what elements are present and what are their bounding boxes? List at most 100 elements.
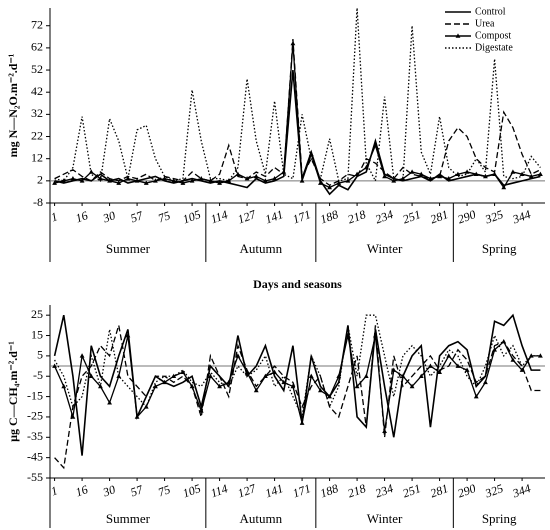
marker xyxy=(162,176,167,181)
marker xyxy=(492,347,497,352)
legend-label: Urea xyxy=(475,18,495,29)
legend-label: Control xyxy=(475,6,506,17)
x-tick-label: 16 xyxy=(74,208,90,225)
marker xyxy=(107,400,112,405)
y-tick-label: -45 xyxy=(27,449,43,463)
marker xyxy=(363,164,369,170)
marker xyxy=(61,178,67,183)
y-axis-title: µg C—CH₄.m⁻².d⁻¹ xyxy=(6,341,20,442)
marker xyxy=(437,369,442,374)
y-tick-label: 5 xyxy=(37,348,43,362)
marker xyxy=(363,373,369,379)
x-axis-title: Days and seasons xyxy=(253,277,342,291)
marker xyxy=(263,373,268,379)
x-tick-label: 127 xyxy=(236,481,259,501)
marker xyxy=(198,176,204,181)
marker xyxy=(290,383,296,389)
marker xyxy=(235,353,241,358)
marker xyxy=(382,173,387,179)
marker xyxy=(428,176,433,181)
marker xyxy=(437,173,442,179)
season-label: Summer xyxy=(106,511,151,526)
marker xyxy=(483,379,488,385)
x-tick-label: 325 xyxy=(482,481,505,501)
season-label: Autumn xyxy=(240,241,283,256)
marker xyxy=(143,180,149,185)
marker xyxy=(153,178,158,183)
marker xyxy=(373,142,378,148)
y-tick-label: 42 xyxy=(31,84,43,98)
marker xyxy=(336,373,342,379)
marker xyxy=(180,180,186,185)
y-tick-label: 62 xyxy=(31,40,43,54)
season-label: Summer xyxy=(106,241,151,256)
marker xyxy=(464,169,470,174)
y-tick-label: -55 xyxy=(27,470,43,484)
x-tick-label: 171 xyxy=(291,207,313,226)
marker xyxy=(318,387,323,393)
marker xyxy=(226,379,232,385)
x-tick-label: 188 xyxy=(318,207,340,226)
marker xyxy=(391,178,397,183)
x-tick-label: 290 xyxy=(456,207,478,226)
season-label: Autumn xyxy=(240,511,283,526)
marker xyxy=(519,367,525,372)
marker xyxy=(501,339,507,344)
marker xyxy=(464,367,470,372)
marker xyxy=(345,178,351,183)
x-tick-label: 290 xyxy=(456,481,478,500)
season-label: Spring xyxy=(482,241,517,256)
x-tick-label: 30 xyxy=(100,208,117,226)
legend-label: Compost xyxy=(475,30,511,41)
x-tick-label: 105 xyxy=(181,207,203,226)
x-tick-label: 114 xyxy=(209,207,230,226)
marker xyxy=(501,184,507,190)
marker xyxy=(116,180,122,185)
marker xyxy=(134,414,140,419)
marker xyxy=(281,379,287,385)
marker xyxy=(244,369,250,374)
marker xyxy=(538,171,543,176)
marker xyxy=(308,373,314,379)
y-tick-label: -8 xyxy=(33,195,43,209)
y-tick-label: 52 xyxy=(31,62,43,76)
marker xyxy=(61,383,67,389)
marker xyxy=(455,171,461,176)
marker xyxy=(483,173,488,179)
marker xyxy=(446,353,452,358)
series-line xyxy=(54,314,541,420)
y-tick-label: -25 xyxy=(27,409,43,423)
y-tick-label: 22 xyxy=(31,128,43,142)
y-tick-label: -35 xyxy=(27,429,43,443)
y-tick-label: 2 xyxy=(37,173,43,187)
season-label: Winter xyxy=(367,241,403,256)
x-tick-label: 57 xyxy=(129,208,146,226)
y-tick-label: 15 xyxy=(31,327,43,341)
marker xyxy=(180,369,186,374)
marker xyxy=(299,178,305,183)
marker xyxy=(235,171,241,176)
marker xyxy=(88,373,94,379)
legend-marker xyxy=(455,33,461,38)
marker xyxy=(373,332,378,338)
series-line xyxy=(54,38,541,187)
marker xyxy=(226,178,232,183)
marker xyxy=(198,408,204,413)
x-tick-label: 344 xyxy=(510,481,533,501)
x-tick-label: 127 xyxy=(236,207,259,227)
x-tick-label: 251 xyxy=(401,481,423,500)
season-label: Spring xyxy=(482,511,517,526)
marker xyxy=(354,171,360,176)
x-tick-label: 114 xyxy=(209,481,230,500)
marker xyxy=(510,169,516,174)
series-line xyxy=(54,69,541,196)
x-tick-label: 75 xyxy=(156,482,172,499)
x-tick-label: 141 xyxy=(263,207,285,226)
x-tick-label: 1 xyxy=(49,483,59,498)
y-tick-label: -15 xyxy=(27,388,43,402)
x-tick-label: 281 xyxy=(428,207,450,226)
marker xyxy=(418,171,424,176)
marker xyxy=(455,363,461,368)
x-tick-label: 171 xyxy=(291,481,313,500)
